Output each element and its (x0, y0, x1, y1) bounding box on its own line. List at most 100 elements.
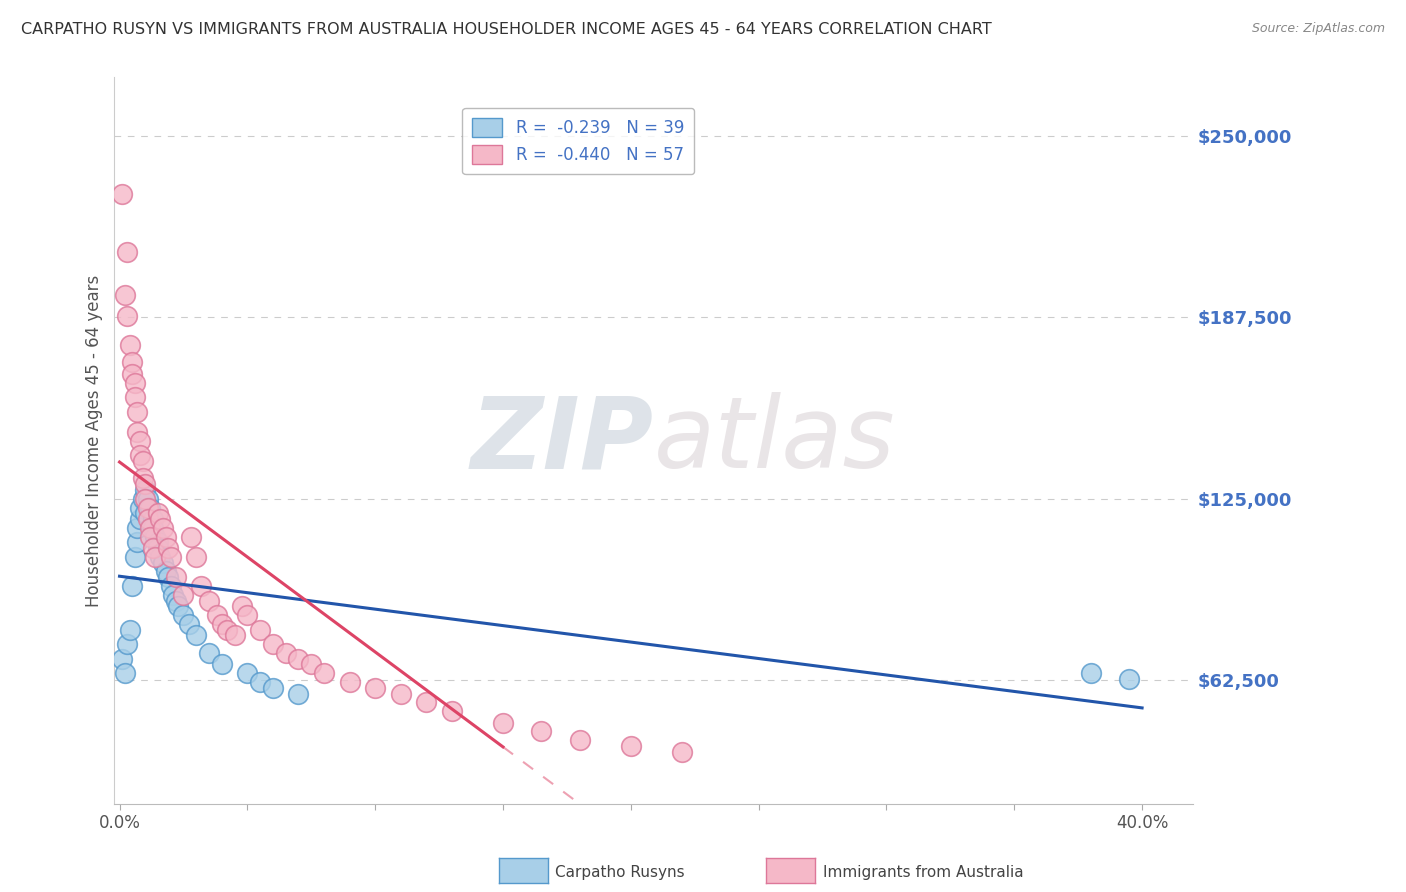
Text: Immigrants from Australia: Immigrants from Australia (823, 865, 1024, 880)
Point (146, 507, 169, 521)
Point (231, 599, 253, 614)
Point (262, 637, 284, 651)
Point (146, 535, 169, 549)
Point (118, 338, 141, 352)
Point (530, 724, 553, 739)
Point (215, 623, 238, 637)
Point (149, 549, 172, 564)
Point (127, 535, 149, 549)
Point (167, 599, 190, 614)
Point (136, 500, 159, 515)
Point (143, 530, 166, 544)
Point (134, 477, 156, 491)
Point (249, 623, 271, 637)
Point (121, 367, 143, 381)
Point (121, 579, 143, 593)
Point (236, 608, 259, 623)
Point (142, 541, 165, 556)
Point (129, 500, 152, 515)
Point (155, 530, 177, 544)
Point (142, 521, 165, 535)
Point (568, 733, 591, 747)
Point (115, 244, 138, 259)
Point (190, 579, 212, 593)
Point (159, 549, 181, 564)
Point (129, 448, 152, 462)
Point (111, 186, 134, 201)
Point (111, 651, 134, 665)
Point (136, 512, 159, 526)
Point (205, 608, 228, 623)
Point (162, 588, 184, 602)
Point (492, 715, 515, 730)
Point (152, 556, 174, 570)
Point (134, 491, 156, 506)
Point (146, 541, 169, 556)
Point (127, 521, 149, 535)
Text: CARPATHO RUSYN VS IMMIGRANTS FROM AUSTRALIA HOUSEHOLDER INCOME AGES 45 - 64 YEAR: CARPATHO RUSYN VS IMMIGRANTS FROM AUSTRA… (21, 22, 991, 37)
Point (186, 549, 208, 564)
Point (671, 745, 693, 759)
Point (299, 657, 322, 672)
Point (129, 434, 152, 448)
Point (620, 739, 643, 753)
Point (127, 425, 149, 439)
Point (339, 674, 361, 689)
Point (172, 588, 194, 602)
Point (124, 549, 146, 564)
Point (236, 666, 259, 681)
Y-axis label: Householder Income Ages 45 - 64 years: Householder Income Ages 45 - 64 years (86, 275, 103, 607)
Point (186, 628, 208, 642)
Point (287, 687, 309, 701)
Point (1080, 666, 1102, 681)
Text: Carpatho Rusyns: Carpatho Rusyns (555, 865, 685, 880)
Point (180, 530, 202, 544)
Point (198, 646, 221, 660)
Point (177, 616, 200, 631)
Point (157, 570, 180, 584)
Point (152, 521, 174, 535)
Point (149, 512, 172, 526)
Point (211, 657, 233, 672)
Point (198, 593, 221, 607)
Point (131, 471, 153, 485)
Point (165, 593, 187, 607)
Point (312, 666, 335, 681)
Point (143, 549, 166, 564)
Point (134, 483, 156, 497)
Text: atlas: atlas (654, 392, 896, 489)
Point (249, 674, 271, 689)
Point (124, 390, 146, 404)
Point (134, 507, 156, 521)
Point (211, 616, 233, 631)
Point (165, 570, 187, 584)
Point (115, 637, 138, 651)
Point (131, 454, 153, 468)
Point (364, 681, 387, 695)
Point (139, 530, 162, 544)
Point (1118, 672, 1140, 686)
Point (121, 355, 143, 369)
Point (142, 512, 165, 526)
Point (157, 541, 180, 556)
Point (389, 687, 412, 701)
Point (118, 623, 141, 637)
Point (131, 491, 153, 506)
Text: ZIP: ZIP (471, 392, 654, 489)
Point (139, 521, 162, 535)
Point (139, 500, 162, 515)
Point (114, 288, 136, 302)
Point (440, 704, 463, 718)
Point (124, 376, 146, 390)
Point (136, 491, 159, 506)
Text: Source: ZipAtlas.com: Source: ZipAtlas.com (1251, 22, 1385, 36)
Point (415, 695, 437, 709)
Point (224, 628, 246, 642)
Point (287, 651, 309, 665)
Point (274, 646, 297, 660)
Point (172, 608, 194, 623)
Point (155, 565, 177, 579)
Point (115, 309, 138, 323)
Point (114, 666, 136, 681)
Legend: R =  -0.239   N = 39, R =  -0.440   N = 57: R = -0.239 N = 39, R = -0.440 N = 57 (463, 108, 695, 175)
